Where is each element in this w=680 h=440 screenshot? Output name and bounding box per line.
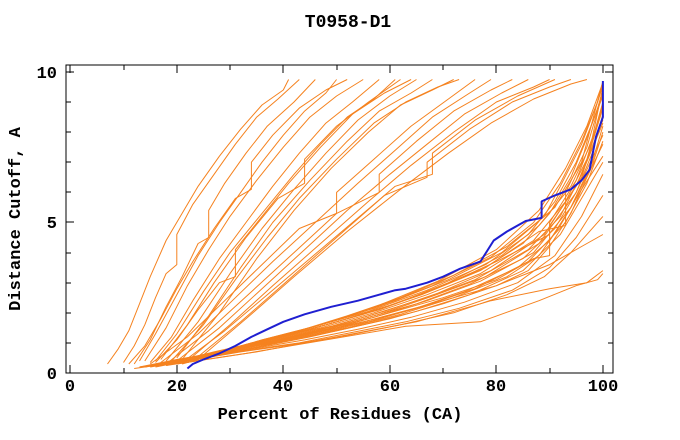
model-curves bbox=[144, 79, 364, 362]
model-curves bbox=[192, 79, 572, 362]
x-tick-label: 100 bbox=[588, 378, 619, 397]
model-curves bbox=[133, 79, 316, 365]
model-curves bbox=[155, 79, 412, 363]
model-curves bbox=[128, 79, 348, 365]
plot-border bbox=[65, 64, 614, 374]
x-tick-label: 40 bbox=[273, 378, 293, 397]
model-curves bbox=[181, 79, 556, 363]
model-curves bbox=[187, 89, 604, 363]
y-tick-label: 10 bbox=[37, 65, 57, 84]
model-curves bbox=[123, 79, 300, 363]
curves-layer bbox=[107, 79, 604, 370]
axes-layer: 0 20 40 60 80 100 0 5 10 bbox=[37, 64, 619, 397]
y-tick-label: 5 bbox=[47, 215, 57, 234]
y-axis-title: Distance Cutoff, A bbox=[7, 126, 26, 310]
model-curves bbox=[197, 79, 588, 360]
model-curves bbox=[181, 104, 604, 365]
chart-title: T0958-D1 bbox=[305, 13, 392, 33]
x-tick-label: 20 bbox=[167, 378, 187, 397]
model-curves bbox=[181, 80, 604, 363]
model-curves bbox=[166, 273, 604, 366]
x-tick-label: 60 bbox=[380, 378, 400, 397]
model-curves bbox=[144, 174, 604, 368]
model-curves bbox=[192, 95, 604, 362]
model-curves bbox=[149, 79, 380, 363]
model-curves bbox=[176, 79, 529, 362]
model-curves bbox=[107, 79, 290, 365]
x-axis-title: Percent of Residues (CA) bbox=[218, 406, 463, 425]
model-curves bbox=[176, 79, 433, 359]
model-curves bbox=[139, 79, 337, 362]
model-curves bbox=[203, 234, 604, 359]
model-curves bbox=[160, 79, 492, 363]
x-tick-label: 80 bbox=[486, 378, 506, 397]
highlighted-model-curve bbox=[186, 81, 604, 370]
model-curves bbox=[160, 79, 401, 360]
model-curves bbox=[171, 79, 460, 362]
model-curves bbox=[165, 79, 417, 362]
model-curves bbox=[187, 79, 550, 362]
y-tick-label: 0 bbox=[47, 366, 57, 385]
x-tick-label: 0 bbox=[65, 378, 75, 397]
model-curves bbox=[139, 195, 604, 368]
model-curves bbox=[171, 92, 604, 365]
